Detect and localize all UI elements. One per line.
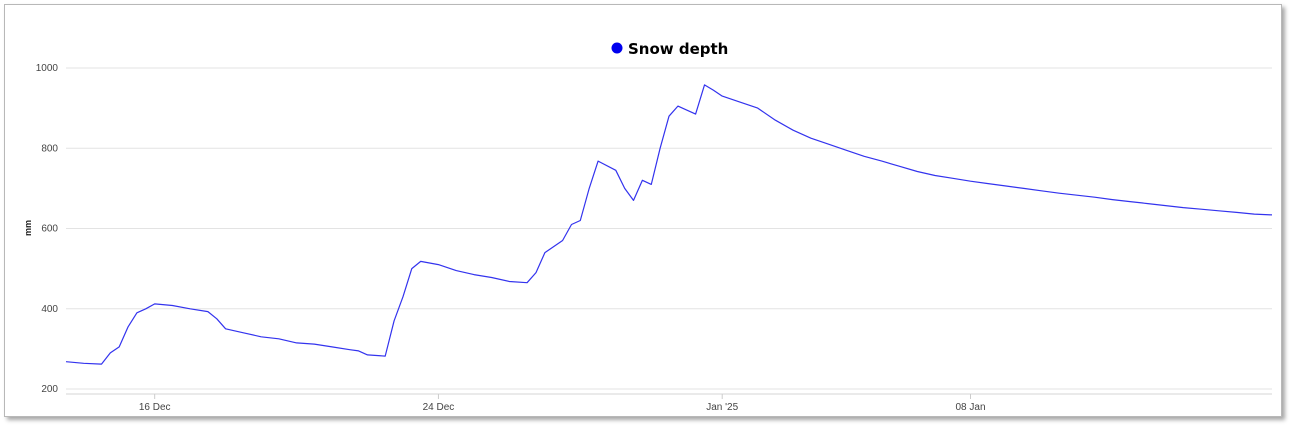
y-tick-label: 400 [41, 304, 58, 315]
y-tick-label: 200 [41, 384, 58, 395]
y-tick-label: 800 [41, 143, 58, 154]
y-tick-label: 600 [41, 224, 58, 235]
chart-frame [4, 4, 1282, 417]
x-tick-label: 08 Jan [955, 402, 985, 413]
legend-label-snow-depth: Snow depth [628, 40, 728, 58]
series-layer [65, 84, 1273, 365]
x-tick-label: 24 Dec [423, 402, 455, 413]
legend[interactable]: Snow depth [611, 40, 729, 58]
series-line-snow-depth[interactable] [65, 84, 1273, 365]
y-axis-ticks: 200 400 600 800 1000 [36, 63, 59, 395]
x-tick-label: 16 Dec [139, 402, 171, 413]
y-axis-label: mm [23, 220, 33, 236]
gridlines [66, 67, 1272, 395]
legend-marker [611, 42, 623, 54]
x-tick-label: Jan '25 [706, 402, 738, 413]
x-axis-ticks: 16 Dec 24 Dec Jan '25 08 Jan [139, 394, 986, 413]
y-tick-label: 1000 [36, 63, 59, 74]
